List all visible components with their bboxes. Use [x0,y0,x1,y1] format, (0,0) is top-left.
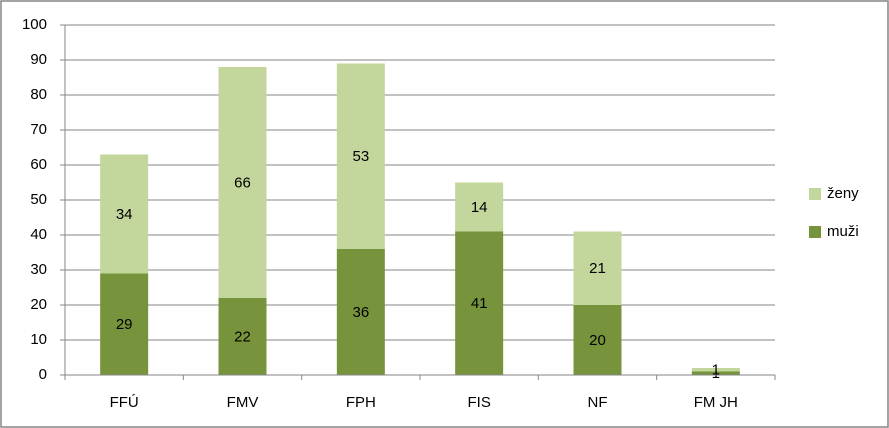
bar-segment [573,231,622,305]
legend-label: ženy [827,185,859,202]
y-tick-label: 40 [30,226,47,243]
legend-swatch [809,188,821,200]
data-label: 21 [589,260,606,277]
y-tick-label: 0 [39,366,47,383]
data-label: 14 [471,199,488,216]
data-label: 1 [712,365,720,382]
y-tick-label: 90 [30,51,47,68]
y-tick-label: 80 [30,86,47,103]
y-tick-label: 100 [22,16,47,33]
legend-swatch [809,226,821,238]
y-tick-label: 30 [30,261,47,278]
bar-segment [218,298,267,375]
bar-segment [691,368,740,372]
x-tick-label: FMV [227,394,259,411]
bar-segment [573,305,622,375]
data-label: 34 [116,206,133,223]
data-label: 1 [712,362,720,379]
bar-segment [455,182,504,232]
data-label: 29 [116,316,133,333]
bar-segment [100,273,149,375]
data-label: 22 [234,328,251,345]
bar-segment [336,249,385,375]
y-tick-label: 70 [30,121,47,138]
data-label: 20 [589,332,606,349]
y-tick-label: 50 [30,191,47,208]
x-tick-label: FFÚ [110,394,139,411]
x-tick-label: NF [588,394,608,411]
bar-segment [218,67,267,298]
y-tick-label: 20 [30,296,47,313]
data-label: 36 [352,304,369,321]
bar-segment [691,371,740,375]
data-label: 41 [471,295,488,312]
data-label: 66 [234,174,251,191]
bar-segment [455,231,504,375]
legend-label: muži [827,223,859,240]
y-tick-label: 60 [30,156,47,173]
y-tick-label: 10 [30,331,47,348]
bar-segment [100,154,149,274]
data-label: 53 [352,148,369,165]
x-tick-label: FM JH [694,394,738,411]
x-tick-label: FIS [467,394,490,411]
bar-segment [336,63,385,249]
x-tick-label: FPH [346,394,376,411]
